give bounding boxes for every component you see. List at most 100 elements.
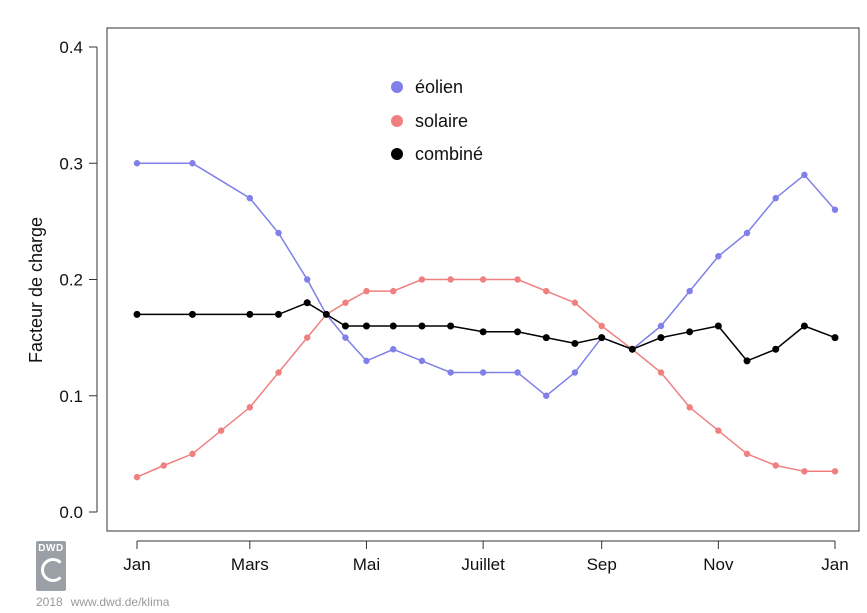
data-point [686,404,693,411]
y-tick-label: 0.2 [59,271,83,290]
data-point [657,369,665,376]
legend-label: solaire [415,111,468,131]
data-point [303,299,311,307]
data-point [275,229,282,237]
data-point [390,346,397,353]
data-point [714,322,722,330]
data-point [542,334,550,342]
data-point [514,369,521,376]
x-axis: Jan Mars Mai Juillet Sep Nov Jan [123,540,849,574]
data-point [715,427,722,434]
data-point [362,322,370,330]
data-point [479,369,487,376]
x-tick-label: Sep [587,555,617,574]
y-tick-label: 0.3 [59,154,83,173]
data-point [341,322,349,330]
data-point [831,206,839,213]
data-point [831,468,839,475]
data-point [772,462,779,469]
data-point [418,276,426,283]
data-point [275,369,282,376]
credit-url: www.dwd.de/klima [70,595,170,609]
data-point [743,450,751,458]
x-tick-label: Jan [123,555,150,574]
x-tick-label: Mai [353,555,380,574]
data-point [743,357,751,365]
data-point [342,299,349,306]
legend-label: combiné [415,144,483,164]
series-1 [133,276,839,481]
x-tick-label: Mars [231,555,269,574]
data-point [543,392,550,399]
data-point [772,345,780,353]
data-point [571,339,579,347]
data-point [322,310,330,318]
data-point [598,322,605,330]
y-axis-title: Facteur de charge [26,217,46,363]
x-tick-label: Nov [703,555,734,574]
series-layer [133,160,839,481]
data-point [418,357,426,365]
data-point [772,194,779,202]
y-axis: 0.0 0.1 0.2 0.3 0.4 [59,38,98,522]
data-point [390,287,397,295]
legend-marker [391,81,403,93]
series-line [137,162,836,397]
data-point [189,450,196,458]
data-point [133,310,141,318]
data-point [303,334,311,341]
data-point [831,334,839,342]
data-point [389,322,397,330]
data-point [715,253,722,260]
data-point [189,160,196,167]
data-point [571,299,579,306]
data-point [801,468,808,475]
data-point [657,322,665,330]
credit-line: 2018 www.dwd.de/klima [36,595,177,609]
data-point [479,328,487,336]
data-point [686,328,694,336]
y-tick-label: 0.1 [59,387,83,406]
data-point [133,160,141,167]
data-point [160,462,167,469]
data-point [800,322,808,330]
data-point [514,276,521,283]
series-line [137,301,836,362]
data-point [275,310,283,318]
data-point [246,404,254,411]
data-point [479,276,487,283]
data-point [303,276,311,283]
data-point [133,473,141,481]
series-2 [133,299,839,365]
plot-frame [106,27,860,532]
data-point [598,334,606,342]
data-point [447,322,455,330]
data-point [363,357,370,365]
data-point [447,369,454,376]
x-tick-label: Jan [821,555,848,574]
data-point [246,310,254,318]
data-point [657,334,665,342]
credit-year: 2018 [36,595,63,609]
x-tick-label: Juillet [461,555,505,574]
legend: éolien solaire combiné [391,77,483,164]
data-point [217,427,225,434]
data-point [743,229,751,237]
data-point [418,322,426,330]
dwd-logo-text: DWD [38,543,64,554]
dwd-logo: DWD [36,541,66,591]
data-point [571,369,579,376]
series-line [136,278,835,478]
data-point [686,287,693,295]
legend-marker [391,115,403,127]
series-0 [133,160,839,399]
data-point [514,328,522,336]
swirl-icon [41,558,65,582]
y-tick-label: 0.0 [59,503,83,522]
data-point [628,345,636,353]
y-tick-label: 0.4 [59,38,83,57]
data-point [246,194,254,202]
data-point [543,287,550,295]
data-point [801,171,808,179]
